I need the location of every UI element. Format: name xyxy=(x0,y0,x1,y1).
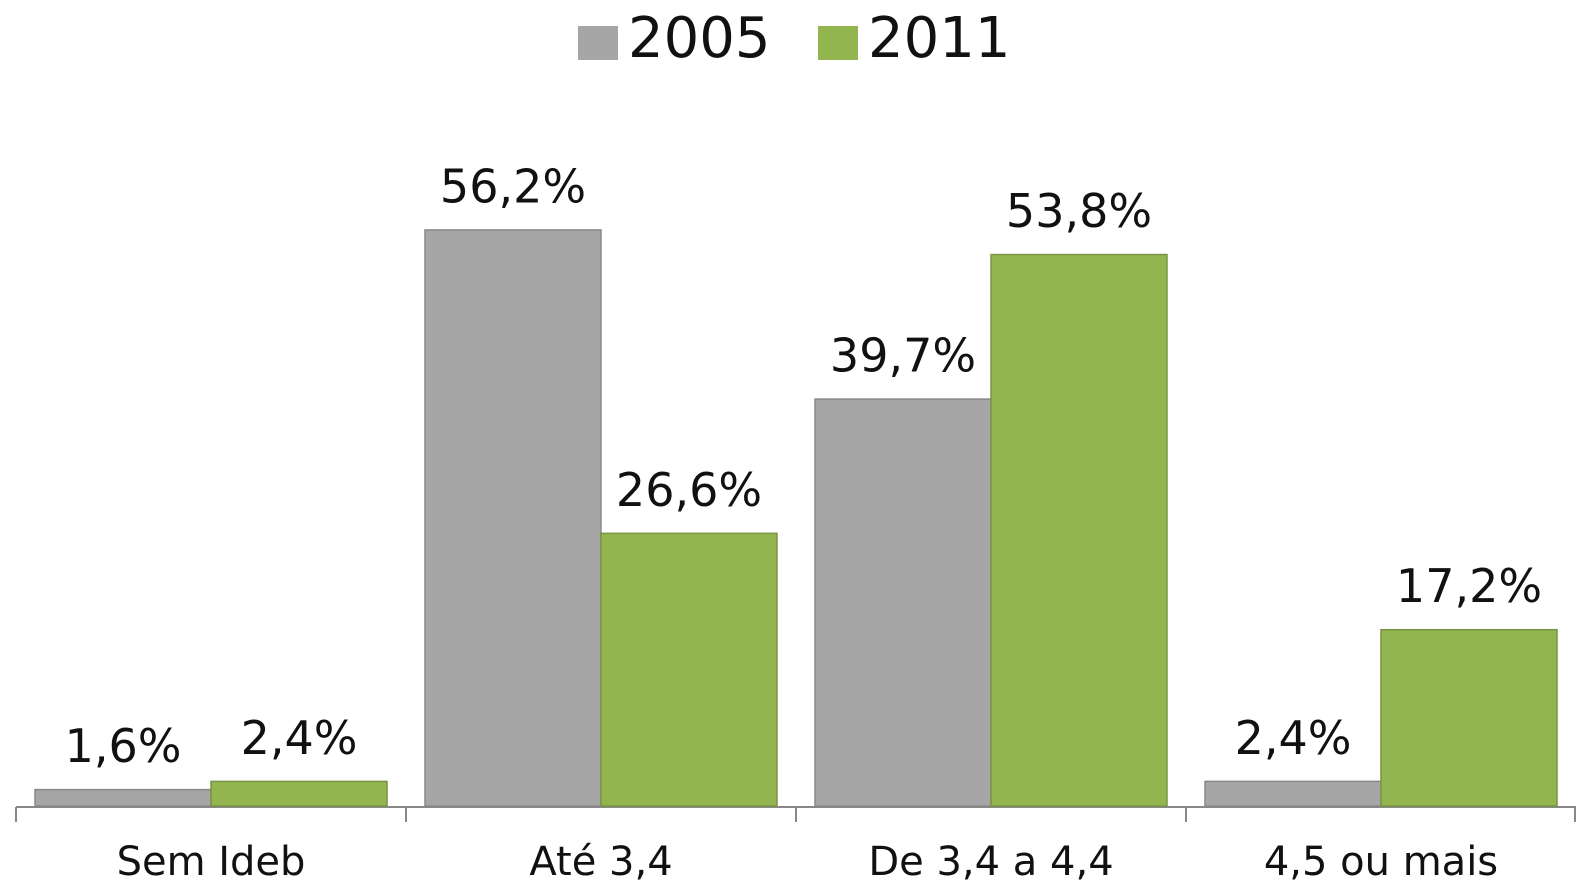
x-tick-label: De 3,4 a 4,4 xyxy=(868,839,1113,885)
bar xyxy=(1380,628,1558,807)
value-label: 1,6% xyxy=(65,719,182,773)
bar xyxy=(600,532,778,807)
bar xyxy=(210,780,388,807)
value-label: 26,6% xyxy=(616,463,762,517)
value-label: 39,7% xyxy=(830,329,976,383)
value-label: 53,8% xyxy=(1006,184,1152,238)
value-label: 17,2% xyxy=(1396,559,1542,613)
bar xyxy=(990,253,1168,807)
value-label: 2,4% xyxy=(241,711,358,765)
bar xyxy=(1204,780,1382,807)
x-tick-label: Sem Ideb xyxy=(117,839,306,885)
x-tick-label: 4,5 ou mais xyxy=(1264,839,1498,885)
legend-label: 2005 xyxy=(628,6,771,71)
legend-label: 2011 xyxy=(868,6,1011,71)
value-label: 56,2% xyxy=(440,159,586,213)
legend-swatch xyxy=(578,26,618,60)
bar xyxy=(814,398,992,807)
value-label: 2,4% xyxy=(1235,711,1352,765)
legend-swatch xyxy=(818,26,858,60)
bar xyxy=(34,788,212,807)
bar xyxy=(424,229,602,807)
x-tick-label: Até 3,4 xyxy=(529,839,672,885)
